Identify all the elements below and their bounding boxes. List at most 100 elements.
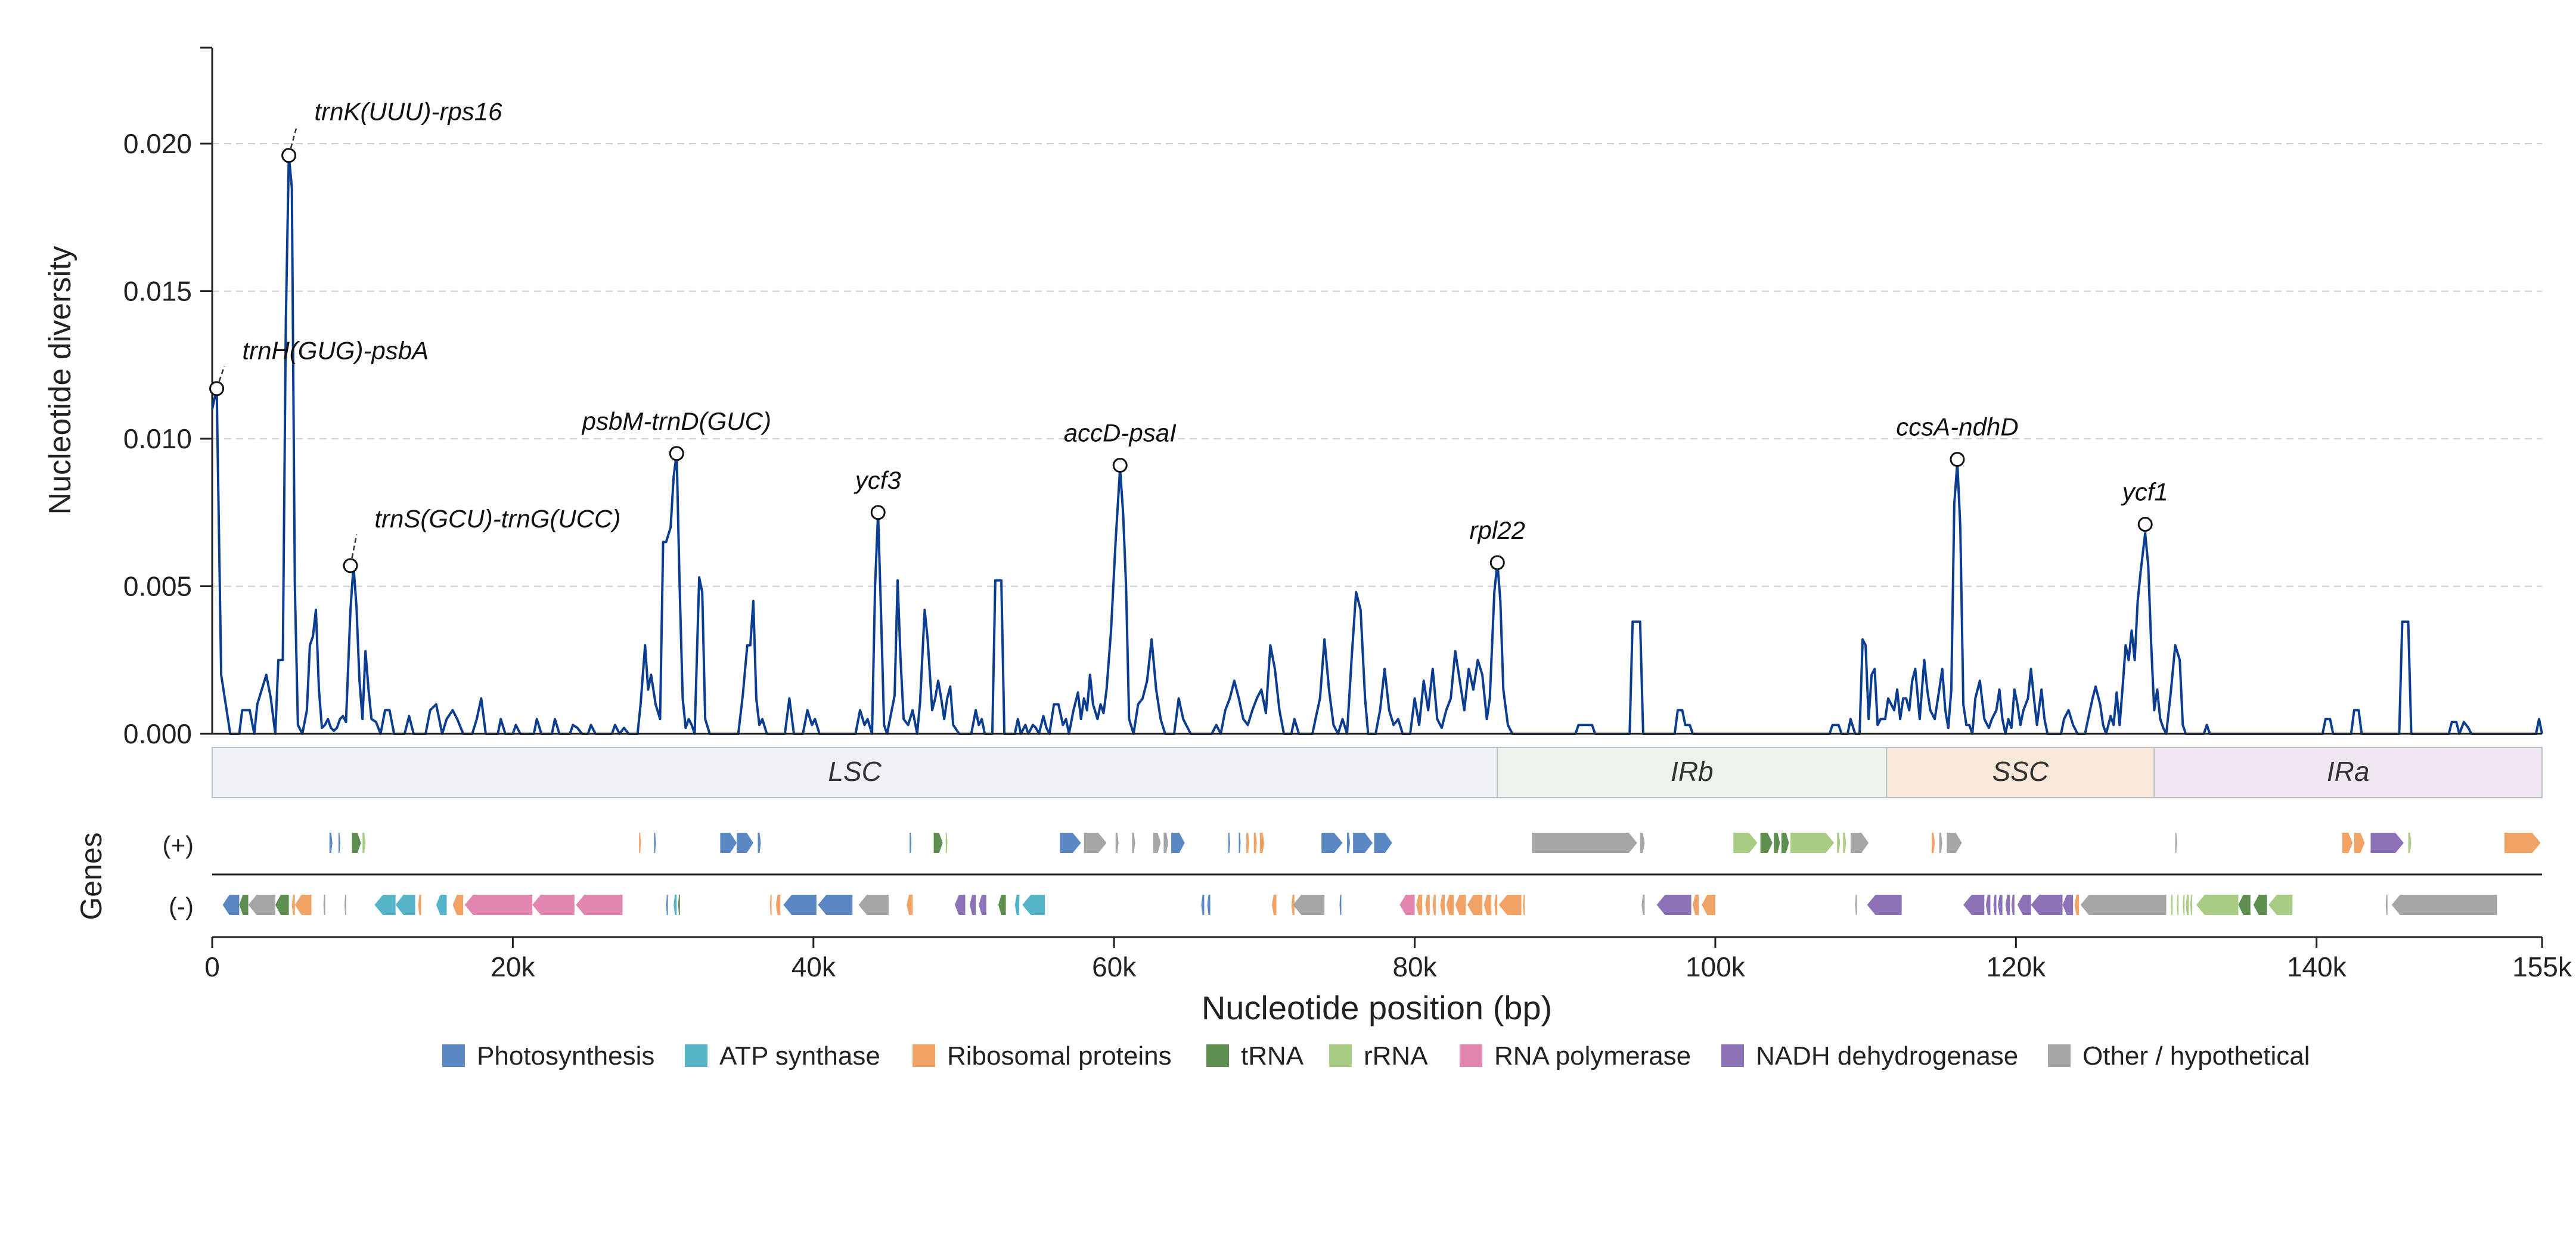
gene-plus: [362, 833, 366, 853]
x-tick-label: 120k: [1986, 951, 2046, 982]
region-label: IRa: [2327, 756, 2370, 787]
x-tick-label: 40k: [792, 951, 836, 982]
gene-minus: [1656, 895, 1692, 915]
region-block: [1497, 747, 1888, 798]
gene-minus: [222, 895, 240, 915]
gene-minus: [783, 895, 817, 915]
peak-marker: [209, 381, 225, 396]
gene-minus: [1291, 895, 1295, 915]
gene-minus: [1498, 895, 1522, 915]
gene-plus: [1353, 833, 1373, 853]
gene-plus: [1347, 833, 1351, 853]
gene-minus: [2031, 895, 2063, 915]
gene-minus: [374, 895, 396, 915]
gene-plus: [1239, 833, 1241, 853]
legend-swatch: [2048, 1044, 2071, 1067]
peak-label: trnH(GUG)-psbA: [242, 336, 429, 364]
gene-minus: [1855, 895, 1857, 915]
legend-swatch: [913, 1044, 935, 1067]
gene-minus: [1483, 895, 1492, 915]
gene-minus: [1867, 895, 1902, 915]
peak-label: ycf1: [2121, 478, 2168, 506]
x-tick-label: 20k: [491, 951, 535, 982]
peak-annotations: trnH(GUG)-psbA trnK(UUU)-rps16 trnS(GCU)-t…: [209, 97, 2168, 573]
genome-regions-bar: LSC IRb SSC IRa: [212, 747, 2543, 798]
gene-minus: [239, 895, 249, 915]
gene-minus: [818, 895, 853, 915]
gene-minus: [436, 895, 447, 915]
peak-marker: [669, 446, 684, 461]
gene-plus: [639, 833, 641, 853]
gene-minus: [576, 895, 623, 915]
peak-marker: [870, 505, 886, 520]
annotation-leader: [288, 127, 297, 156]
gene-minus: [674, 895, 677, 915]
gene-plus: [1153, 833, 1161, 853]
gene-plus: [945, 833, 948, 853]
legend-label: Ribosomal proteins: [947, 1041, 1172, 1071]
gene-plus: [2175, 833, 2177, 853]
gene-minus: [666, 895, 668, 915]
x-tick-label: 140k: [2287, 951, 2347, 982]
peak-label: trnS(GCU)-trnG(UCC): [374, 505, 620, 533]
gene-plus: [1733, 833, 1758, 853]
gene-tracks: [212, 833, 2542, 915]
gene-minus: [2080, 895, 2167, 915]
gene-plus: [1850, 833, 1869, 853]
gene-plus: [1843, 833, 1846, 853]
legend-swatch: [1329, 1044, 1352, 1067]
gene-plus: [1374, 833, 1392, 853]
gene-plus: [910, 833, 912, 853]
gene-plus: [758, 833, 761, 853]
gene-minus: [2238, 895, 2251, 915]
legend-swatch: [1721, 1044, 1744, 1067]
region-label: SSC: [1992, 756, 2049, 787]
gene-minus: [344, 895, 346, 915]
gene-minus: [1494, 895, 1498, 915]
genes-track-label: Genes: [75, 832, 108, 920]
y-tick-label: 0.015: [123, 276, 192, 307]
x-axis-label: Nucleotide position (bp): [1202, 989, 1552, 1026]
gene-minus: [1693, 895, 1699, 915]
gene-minus: [1432, 895, 1436, 915]
gene-plus: [2370, 833, 2404, 853]
y-axis: 0.000 0.005 0.010 0.015 0.020: [123, 46, 213, 749]
x-tick-label: 60k: [1092, 951, 1137, 982]
gene-minus: [678, 895, 680, 915]
gene-plus: [1171, 833, 1185, 853]
gene-minus: [775, 895, 781, 915]
gene-plus: [1932, 833, 1935, 853]
region-label: LSC: [828, 756, 882, 787]
legend-label: Other / hypothetical: [2082, 1041, 2310, 1071]
x-axis: 0 20k 40k 60k 80k 100k 120k 140k 155k: [204, 936, 2572, 982]
gene-minus: [2011, 895, 2015, 915]
legend-swatch: [1460, 1044, 1482, 1067]
gene-minus: [1399, 895, 1415, 915]
gene-plus: [2354, 833, 2365, 853]
y-tick-label: 0.005: [123, 571, 192, 602]
gene-minus: [1455, 895, 1466, 915]
gene-minus: [979, 895, 986, 915]
gene-plus: [1774, 833, 1780, 853]
gene-minus: [970, 895, 976, 915]
gene-minus: [1022, 895, 1045, 915]
gene-minus: [2074, 895, 2080, 915]
diversity-line: [211, 154, 2543, 735]
gene-minus: [2177, 895, 2179, 915]
gene-minus: [998, 895, 1006, 915]
gene-plus: [1060, 833, 1081, 853]
gene-minus: [532, 895, 575, 915]
region-block: [212, 747, 1498, 798]
gene-plus: [1321, 833, 1343, 853]
gene-minus: [1446, 895, 1454, 915]
region-block: [2153, 747, 2543, 798]
gene-minus: [1702, 895, 1715, 915]
peak-label: ccsA-ndhD: [1896, 413, 2018, 441]
legend-label: RNA polymerase: [1494, 1041, 1691, 1071]
peak-label: psbM-trnD(GUC): [581, 407, 771, 435]
gene-minus: [2005, 895, 2010, 915]
gene-plus: [1947, 833, 1962, 853]
y-gridlines: [212, 143, 2542, 587]
gene-plus: [1084, 833, 1107, 853]
